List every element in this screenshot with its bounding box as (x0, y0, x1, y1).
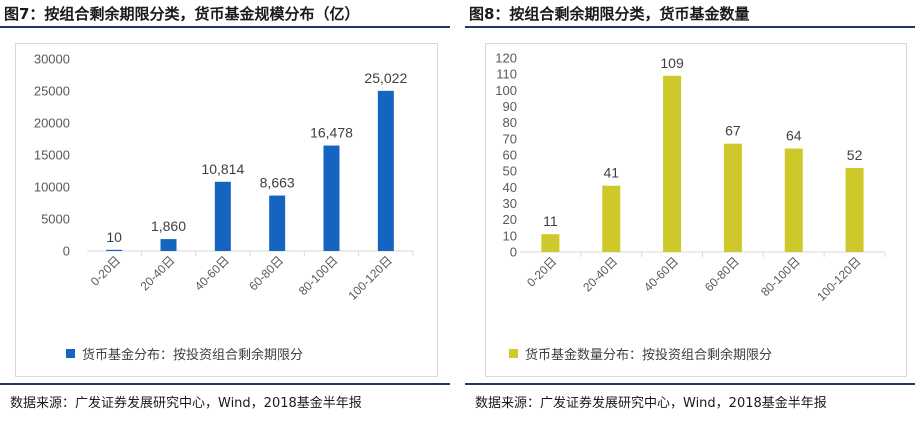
data-label: 11 (543, 213, 558, 229)
y-tick-label: 25000 (34, 84, 70, 99)
x-tick-label: 80-100日 (758, 254, 803, 299)
chart-title: 图8：按组合剩余期限分类，货币基金数量 (469, 5, 750, 23)
y-tick-label: 90 (503, 99, 517, 114)
y-tick-label: 70 (503, 131, 517, 146)
y-tick-label: 120 (495, 51, 517, 66)
data-label: 109 (660, 55, 684, 71)
chart-frame (15, 43, 438, 377)
source-note: 数据来源：广发证券发展研究中心，Wind，2018基金半年报 (475, 396, 827, 411)
y-tick-label: 80 (503, 115, 517, 130)
y-tick-label: 0 (510, 245, 517, 260)
data-label: 1,860 (151, 218, 186, 234)
title-divider (465, 26, 915, 28)
bar (663, 75, 682, 253)
chart-legend: 货币基金分布：按投资组合剩余期限分 (66, 344, 303, 363)
y-tick-label: 30000 (34, 52, 70, 67)
data-label: 64 (786, 128, 802, 144)
x-tick-label: 20-40日 (138, 253, 178, 293)
bar (845, 167, 864, 252)
source-note: 数据来源：广发证券发展研究中心，Wind，2018基金半年报 (10, 396, 362, 411)
x-tick-label: 80-100日 (296, 253, 341, 298)
legend-label: 货币基金分布：按投资组合剩余期限分 (82, 348, 304, 363)
y-tick-label: 100 (495, 83, 517, 98)
bottom-divider (465, 383, 915, 385)
y-tick-label: 50 (503, 164, 517, 179)
data-label: 10,814 (201, 161, 244, 177)
bar (269, 195, 286, 251)
bar (106, 249, 123, 251)
count-distribution-panel: 图8：按组合剩余期限分类，货币基金数量 0 10 20 30 40 50 60 70 80 90 1… (465, 0, 915, 422)
title-divider (0, 26, 450, 28)
y-tick-label: 30 (503, 196, 517, 211)
legend-swatch (509, 349, 518, 358)
bottom-divider (0, 383, 450, 385)
data-label: 67 (725, 123, 741, 139)
y-tick-label: 10000 (34, 180, 70, 195)
x-tick-label: 40-60日 (192, 253, 232, 293)
data-label: 16,478 (310, 125, 353, 141)
x-tick-label: 0-20日 (524, 254, 559, 289)
x-tick-label: 60-80日 (702, 254, 742, 294)
bar (160, 239, 177, 251)
bar (541, 234, 560, 252)
y-tick-label: 110 (496, 67, 517, 82)
bar (214, 181, 231, 251)
y-tick-label: 15000 (34, 148, 70, 163)
y-tick-label: 60 (503, 148, 517, 163)
chart-legend: 货币基金数量分布：按投资组合剩余期限分 (509, 344, 772, 363)
bar (323, 145, 340, 251)
data-label: 10 (106, 229, 122, 245)
legend-swatch (66, 349, 75, 358)
data-label: 41 (603, 165, 619, 181)
legend-label: 货币基金数量分布：按投资组合剩余期限分 (525, 348, 773, 363)
y-tick-label: 20 (503, 212, 517, 227)
x-tick-label: 40-60日 (641, 254, 681, 294)
bar (377, 90, 394, 252)
bar (602, 185, 621, 252)
scale-bar-chart: 0 5000 10000 15000 20000 25000 30000 10 0-20日 1,8… (34, 52, 414, 303)
y-tick-label: 5000 (41, 212, 70, 227)
y-tick-label: 10 (503, 228, 517, 243)
data-label: 8,663 (260, 175, 295, 191)
y-tick-label: 20000 (34, 116, 70, 131)
data-label: 25,022 (364, 70, 407, 86)
x-tick-label: 0-20日 (88, 253, 123, 288)
scale-distribution-panel: 图7：按组合剩余期限分类，货币基金规模分布（亿） 0 5000 10000 15000… (0, 0, 450, 422)
data-label: 52 (847, 147, 863, 163)
bar (784, 148, 803, 252)
y-tick-label: 40 (503, 180, 517, 195)
x-tick-label: 60-80日 (246, 253, 286, 293)
x-tick-label: 100-120日 (814, 254, 864, 304)
y-tick-label: 0 (63, 244, 70, 259)
chart-title: 图7：按组合剩余期限分类，货币基金规模分布（亿） (4, 5, 360, 23)
x-tick-label: 100-120日 (345, 253, 395, 303)
x-tick-label: 20-40日 (580, 254, 620, 294)
bar (723, 143, 742, 252)
chart-frame (485, 43, 907, 377)
